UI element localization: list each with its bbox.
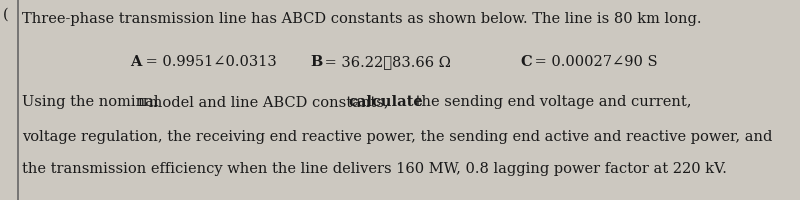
Text: = 36.22∢83.66 Ω: = 36.22∢83.66 Ω	[320, 55, 451, 69]
Text: model and line ABCD constants,: model and line ABCD constants,	[144, 95, 393, 108]
Text: the sending end voltage and current,: the sending end voltage and current,	[411, 95, 692, 108]
Text: (: (	[3, 8, 9, 22]
Text: B: B	[310, 55, 322, 69]
Text: A: A	[130, 55, 142, 69]
Text: calculate: calculate	[349, 95, 423, 108]
Text: π: π	[138, 95, 147, 108]
Text: Three-phase transmission line has ABCD constants as shown below. The line is 80 : Three-phase transmission line has ABCD c…	[22, 12, 702, 26]
Text: = 0.9951∠0.0313: = 0.9951∠0.0313	[141, 55, 277, 69]
Text: the transmission efficiency when the line delivers 160 MW, 0.8 lagging power fac: the transmission efficiency when the lin…	[22, 161, 727, 175]
Text: C: C	[520, 55, 532, 69]
Text: = 0.00027∠90 S: = 0.00027∠90 S	[530, 55, 658, 69]
Text: voltage regulation, the receiving end reactive power, the sending end active and: voltage regulation, the receiving end re…	[22, 129, 772, 143]
Text: Using the nominal: Using the nominal	[22, 95, 163, 108]
